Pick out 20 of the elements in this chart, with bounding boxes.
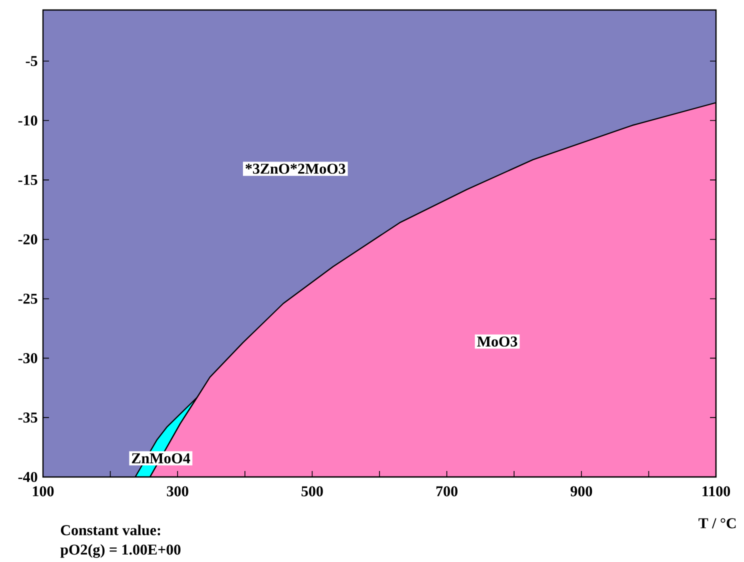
x-tick-label: 900 xyxy=(570,486,592,496)
y-tick-label: -5 xyxy=(26,56,38,66)
annotation: MoO3 xyxy=(477,336,518,347)
x-tick-label: 100 xyxy=(32,486,54,496)
text: Constant value: xyxy=(60,524,160,536)
text: pO2(g) = 1.00E+00 xyxy=(60,544,180,558)
y-tick-label: -40 xyxy=(18,472,38,482)
y-tick-label: -20 xyxy=(18,234,38,244)
annotation: ZnMoO4 xyxy=(132,453,190,464)
x-tick-label: 300 xyxy=(166,486,188,496)
x-tick-label: 700 xyxy=(436,486,458,496)
y-tick-label: -25 xyxy=(18,294,38,304)
x-tick-label: 1100 xyxy=(702,486,730,496)
x-axis-title: T / °C xyxy=(698,518,736,528)
y-tick-label: -15 xyxy=(18,174,38,185)
y-tick-label: -10 xyxy=(18,115,38,126)
y-tick-label: -35 xyxy=(18,412,38,423)
x-tick-label: 500 xyxy=(302,486,323,496)
annotation: *3ZnO*2MoO3 xyxy=(246,164,346,174)
y-tick-label: -30 xyxy=(18,353,38,364)
